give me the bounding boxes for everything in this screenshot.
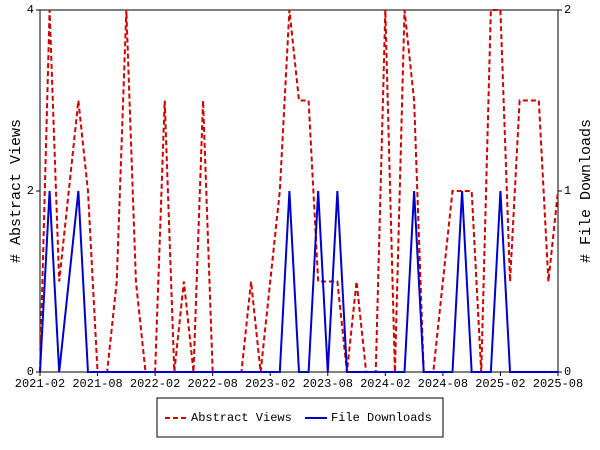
y2-axis-label: # File Downloads <box>578 119 595 263</box>
plot-frame <box>39 9 559 373</box>
y-axis-label: # Abstract Views <box>8 119 25 263</box>
series-line <box>39 190 558 373</box>
y-tick-label: 0 <box>27 365 34 379</box>
y2-tick-label: 1 <box>564 184 571 198</box>
x-tick-label: 2021-08 <box>72 377 122 391</box>
y2-tick-label: 2 <box>564 3 571 17</box>
x-tick-label: 2022-02 <box>130 377 180 391</box>
y-tick-label: 4 <box>27 3 34 17</box>
legend-label: Abstract Views <box>191 411 292 425</box>
y-tick-label: 2 <box>27 184 34 198</box>
legend-label: File Downloads <box>331 411 432 425</box>
x-tick-label: 2021-02 <box>15 377 65 391</box>
x-tick-label: 2025-02 <box>475 377 525 391</box>
x-tick-label: 2024-08 <box>418 377 468 391</box>
x-tick-label: 2023-02 <box>245 377 295 391</box>
legend-box <box>156 397 444 438</box>
series-line <box>39 9 559 373</box>
y2-tick-label: 0 <box>564 365 571 379</box>
x-tick-label: 2023-08 <box>303 377 353 391</box>
x-tick-label: 2025-08 <box>533 377 583 391</box>
x-tick-label: 2024-02 <box>360 377 410 391</box>
x-tick-label: 2022-08 <box>187 377 237 391</box>
